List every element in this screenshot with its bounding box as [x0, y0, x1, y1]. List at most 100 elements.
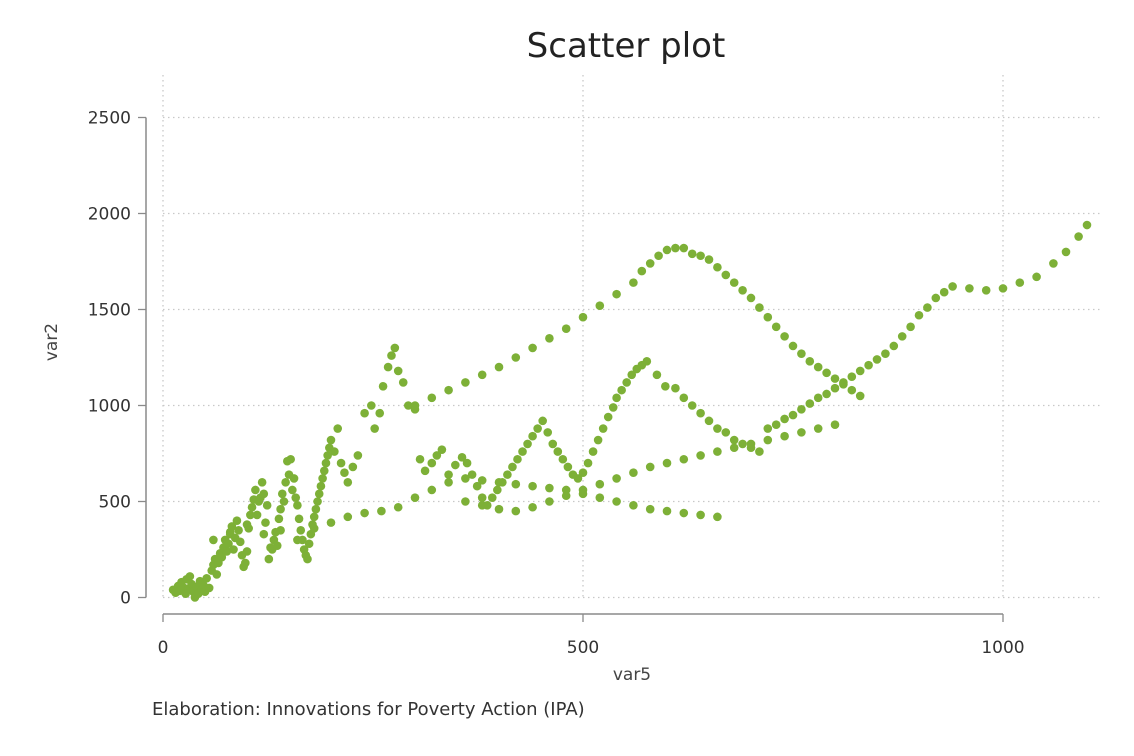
- data-point: (790, 1170): [822, 368, 831, 378]
- data-point: (1100, 1940): [1082, 220, 1092, 230]
- data-point: (420, 450): [511, 506, 521, 516]
- data-point: (300, 520): [410, 493, 420, 502]
- data-point: (356, 730): [457, 453, 467, 462]
- data-point: (60, 300): [209, 535, 218, 545]
- data-point: (476, 720): [558, 454, 568, 464]
- data-point: (640, 960): [696, 408, 705, 418]
- data-point: (830, 1180): [855, 366, 865, 376]
- data-point: (92, 290): [235, 537, 245, 547]
- data-point: (84, 250): [229, 545, 238, 554]
- data-point: (226, 680): [348, 462, 358, 472]
- data-point: (98, 180): [241, 558, 250, 568]
- y-tick-label: 1000: [88, 397, 131, 417]
- data-point: (380, 1160): [477, 370, 487, 380]
- data-point: (710, 1510): [755, 303, 764, 312]
- data-point: (312, 660): [420, 466, 430, 476]
- data-point: (320, 1040): [427, 393, 437, 403]
- data-point: (1000, 1610): [998, 284, 1008, 293]
- data-point: (780, 1040): [813, 393, 823, 403]
- data-point: (740, 840): [780, 431, 789, 441]
- data-point: (136, 270): [272, 541, 282, 550]
- data-points: (12, 40)(15, 25)(18, 60)(20, 35)(22, 80)…: [168, 220, 1092, 602]
- data-point: (960, 1610): [965, 284, 974, 293]
- data-point: (518, 820): [593, 435, 603, 445]
- data-point: (380, 520): [477, 493, 487, 502]
- data-point: (730, 900): [771, 420, 781, 430]
- data-point: (780, 880): [813, 424, 823, 433]
- data-point: (840, 1210): [864, 360, 873, 370]
- data-point: (340, 1080): [444, 385, 453, 395]
- data-point: (880, 1360): [897, 332, 907, 341]
- data-point: (362, 700): [462, 458, 472, 468]
- data-point: (730, 1410): [771, 322, 781, 332]
- data-point: (248, 1000): [367, 401, 376, 410]
- data-point: (576, 1230): [642, 357, 652, 366]
- data-point: (520, 520): [595, 493, 605, 502]
- data-point: (440, 840): [528, 431, 537, 441]
- data-point: (232, 740): [353, 451, 363, 460]
- y-axis-label: var2: [42, 323, 62, 361]
- data-point: (140, 460): [276, 504, 285, 514]
- data-point: (360, 1120): [461, 378, 470, 387]
- data-point: (100, 380): [242, 520, 252, 529]
- data-point: (428, 760): [518, 447, 527, 456]
- data-point: (138, 410): [274, 514, 284, 524]
- data-point: (240, 960): [360, 408, 369, 418]
- data-point: (506, 700): [583, 458, 593, 468]
- data-point: (156, 620): [289, 474, 299, 483]
- data-point: (78, 280): [224, 539, 233, 549]
- data-point: (240, 440): [360, 508, 369, 518]
- data-point: (600, 1810): [662, 245, 672, 255]
- data-point: (670, 860): [721, 428, 731, 437]
- data-point: (820, 1150): [847, 372, 857, 382]
- x-axis-ticks: 0 500 1000: [158, 614, 1025, 658]
- x-tick-label: 0: [158, 638, 169, 658]
- data-point: (192, 660): [319, 466, 329, 476]
- data-point: (204, 760): [330, 447, 339, 456]
- data-point: (360, 500): [461, 497, 470, 506]
- data-point: (640, 1780): [696, 251, 705, 261]
- data-point: (500, 560): [578, 485, 588, 495]
- data-point: (980, 1600): [981, 286, 991, 295]
- data-point: (104, 430): [246, 510, 255, 520]
- data-point: (620, 1040): [679, 393, 689, 403]
- data-point: (540, 1040): [612, 393, 621, 403]
- data-point: (400, 460): [494, 504, 504, 514]
- chart-title: Scatter plot: [527, 26, 726, 66]
- data-point: (536, 990): [608, 403, 618, 412]
- data-point: (286, 1120): [398, 378, 408, 387]
- data-point: (460, 1350): [545, 334, 554, 343]
- data-point: (530, 940): [603, 412, 613, 422]
- data-point: (200, 820): [326, 435, 336, 445]
- data-point: (162, 410): [294, 514, 304, 524]
- data-point: (580, 680): [645, 462, 655, 472]
- data-point: (500, 1460): [578, 312, 588, 322]
- data-point: (860, 1270): [881, 349, 890, 358]
- data-point: (220, 600): [343, 478, 353, 487]
- data-point: (90, 350): [234, 526, 243, 535]
- data-point: (70, 210): [217, 552, 227, 562]
- data-point: (720, 820): [763, 435, 773, 445]
- data-point: (800, 900): [830, 420, 840, 430]
- data-point: (660, 420): [713, 512, 722, 522]
- data-point: (660, 880): [713, 424, 722, 433]
- data-point: (120, 330): [259, 529, 269, 539]
- data-point: (32, 110): [185, 572, 195, 581]
- data-point: (120, 540): [259, 489, 269, 499]
- data-point: (520, 1520): [595, 301, 605, 310]
- data-point: (670, 1680): [721, 270, 731, 280]
- data-point: (180, 360): [309, 524, 319, 533]
- data-point: (630, 1790): [687, 249, 697, 259]
- data-point: (262, 1100): [378, 382, 388, 391]
- data-point: (292, 1000): [403, 401, 413, 410]
- data-point: (172, 200): [303, 554, 312, 564]
- data-point: (452, 920): [538, 416, 547, 426]
- data-point: (182, 460): [311, 504, 321, 514]
- data-point: (890, 1410): [906, 322, 915, 332]
- data-point: (610, 1090): [671, 383, 680, 393]
- data-point: (200, 390): [326, 518, 336, 527]
- data-point: (770, 1230): [805, 357, 815, 366]
- data-point: (88, 400): [232, 516, 242, 525]
- data-point: (720, 880): [763, 424, 773, 433]
- data-point: (272, 1260): [387, 351, 396, 360]
